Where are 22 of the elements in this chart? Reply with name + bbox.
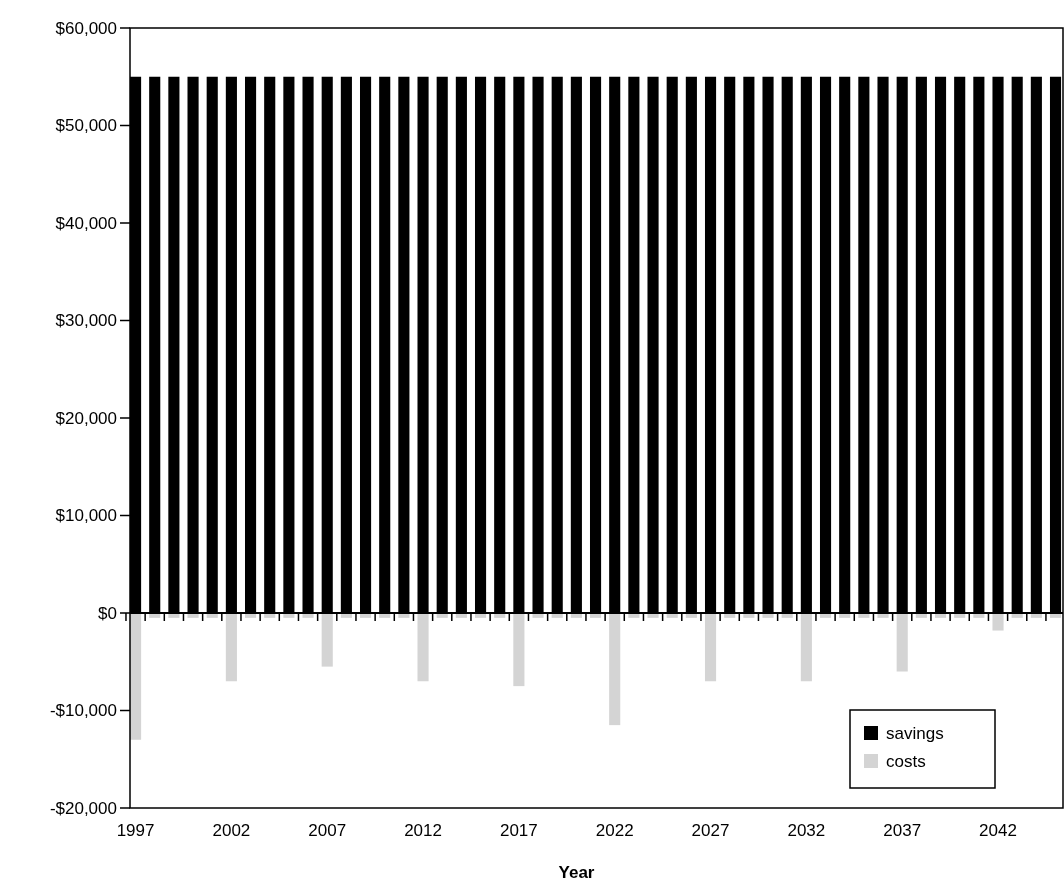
x-tick-label: 2042 — [979, 821, 1017, 840]
x-tick-label: 2012 — [404, 821, 442, 840]
x-tick-label: 2037 — [883, 821, 922, 840]
y-tick-label: $60,000 — [55, 18, 117, 38]
x-tick-label: 1997 — [116, 821, 155, 840]
y-tick-label: $40,000 — [55, 213, 117, 233]
y-tick-label: $0 — [98, 603, 117, 623]
x-tick-label: 2022 — [595, 821, 634, 840]
y-tick-label: -$20,000 — [49, 798, 117, 818]
y-tick-label: $30,000 — [55, 311, 117, 331]
y-tick-label: $10,000 — [55, 506, 117, 526]
y-tick-label: $50,000 — [55, 116, 117, 136]
x-tick-label: 2027 — [691, 821, 730, 840]
x-tick-label: 2007 — [308, 821, 347, 840]
y-tick-label: $20,000 — [55, 408, 117, 428]
y-tick-label: -$10,000 — [49, 701, 117, 721]
x-tick-label: 2002 — [212, 821, 251, 840]
x-axis-title: Year — [558, 863, 595, 882]
legend-label: costs — [886, 751, 926, 771]
x-tick-label: 2017 — [499, 821, 538, 840]
x-tick-label: 2032 — [787, 821, 826, 840]
legend-label: savings — [886, 723, 944, 743]
